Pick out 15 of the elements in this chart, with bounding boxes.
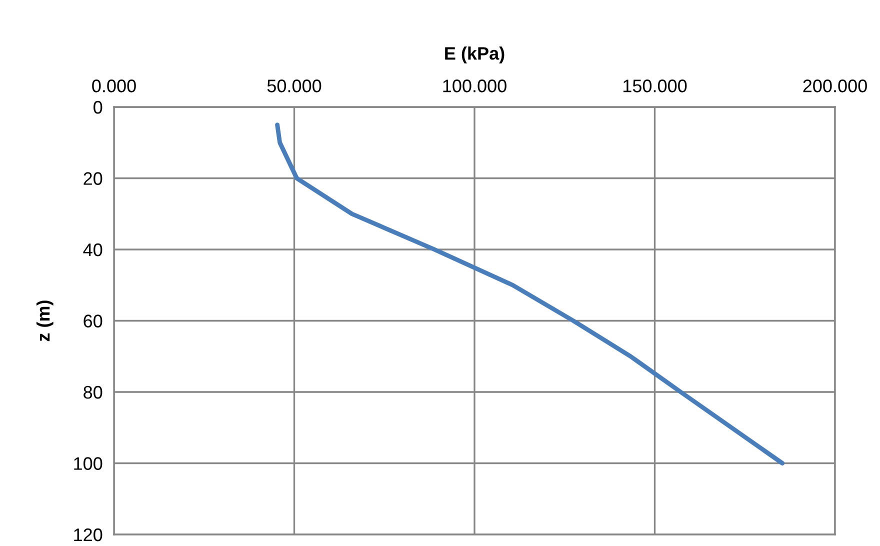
x-tick-label: 150.000: [623, 80, 687, 92]
y-tick-label: 100: [74, 457, 102, 470]
y-tick-label: 120: [74, 528, 102, 542]
line-series: [275, 122, 785, 466]
y-tick-label: 60: [84, 314, 102, 328]
y-tick-label: 80: [84, 386, 102, 399]
x-tick-label: 100.000: [443, 80, 506, 92]
y-tick-label: 20: [84, 172, 102, 185]
y-axis-title: z (m): [36, 300, 54, 342]
x-tick-label: 200.000: [803, 80, 867, 92]
x-tick-label: 0.000: [92, 80, 136, 92]
y-tick-label: 40: [83, 243, 102, 256]
y-tick-label: 0: [94, 100, 102, 114]
x-tick-label: 50.000: [267, 80, 322, 92]
x-axis-title: E (kPa): [445, 46, 504, 64]
